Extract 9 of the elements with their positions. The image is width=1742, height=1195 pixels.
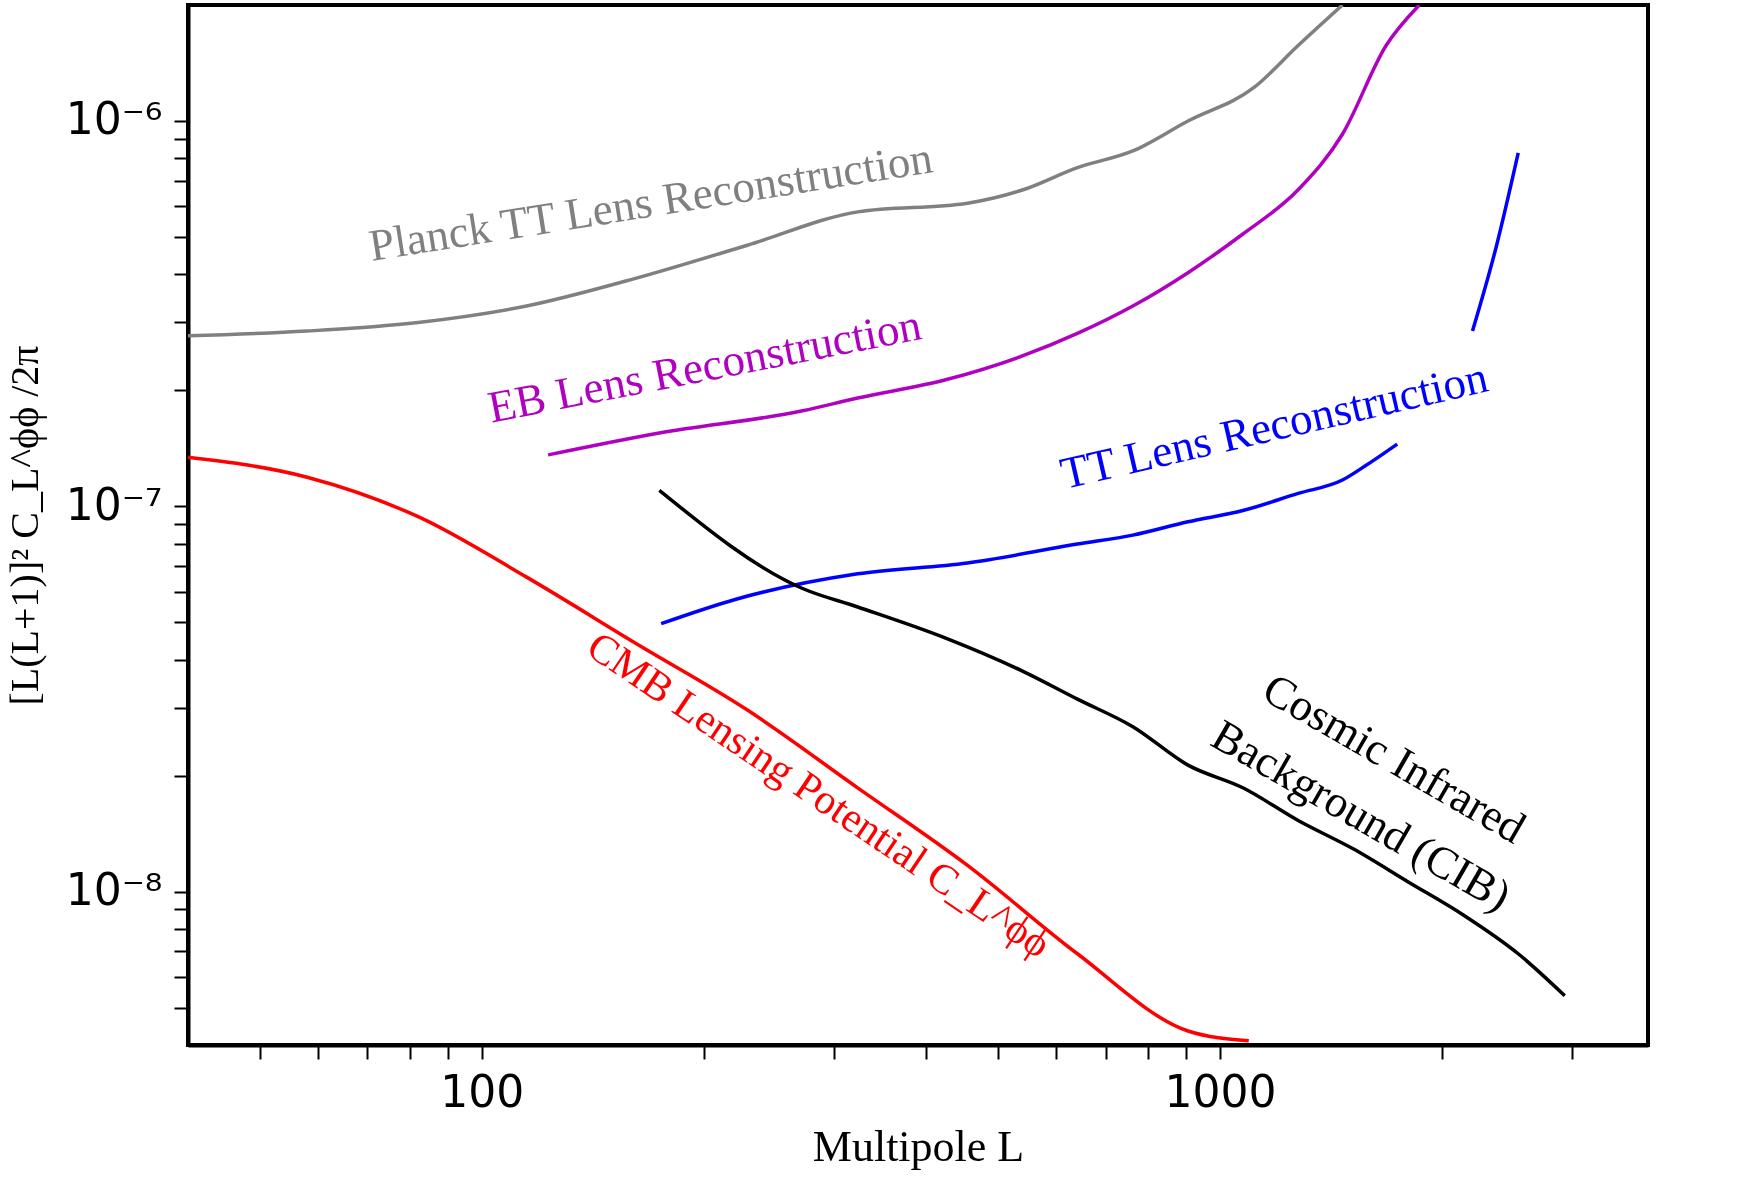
x-tick-label: 1000 <box>1164 1065 1277 1117</box>
y-tick-label: 10⁻⁷ <box>65 478 163 530</box>
y-tick-label: 10⁻⁶ <box>65 93 163 145</box>
text: Planck TT Lens Reconstruction <box>365 132 936 271</box>
x-axis-title: Multipole L <box>812 1121 1025 1171</box>
x-tick-label: 100 <box>440 1065 525 1117</box>
y-tick-label: 10⁻⁸ <box>65 864 163 916</box>
y-axis-title: [L(L+1)]² C_L^ϕϕ /2π <box>1 345 47 706</box>
text: EB Lens Reconstruction <box>483 299 926 433</box>
